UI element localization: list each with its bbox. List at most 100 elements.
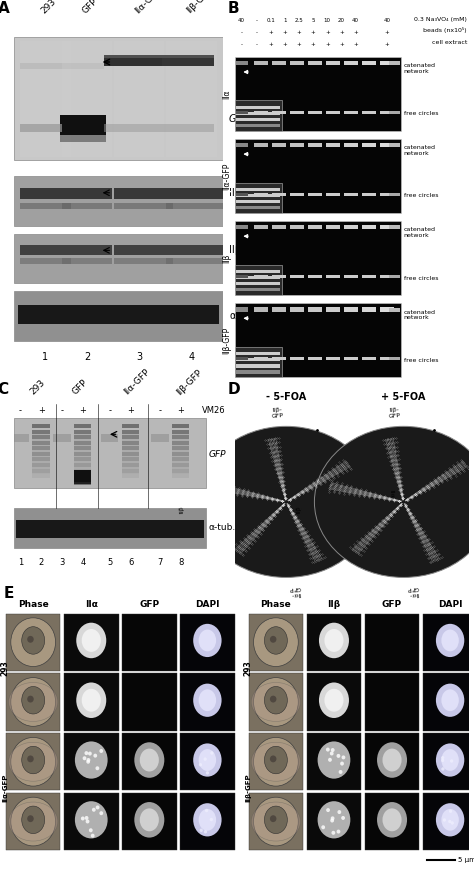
Text: +: +: [283, 42, 287, 47]
Bar: [248, 614, 303, 671]
Text: 6: 6: [128, 557, 134, 567]
Text: IIα-GFP: IIα-GFP: [222, 162, 231, 189]
Ellipse shape: [321, 825, 325, 829]
Bar: [254, 275, 268, 278]
Bar: [32, 452, 50, 456]
Text: 40: 40: [352, 18, 359, 24]
Bar: [248, 733, 303, 790]
Ellipse shape: [193, 744, 221, 777]
Bar: [101, 434, 118, 442]
Bar: [272, 225, 286, 229]
Ellipse shape: [270, 696, 276, 703]
Circle shape: [314, 426, 474, 577]
Ellipse shape: [11, 797, 55, 846]
Ellipse shape: [27, 815, 34, 822]
Text: -: -: [241, 42, 243, 47]
Bar: [20, 244, 71, 255]
Bar: [236, 364, 281, 367]
Ellipse shape: [254, 678, 298, 726]
Bar: [14, 291, 223, 341]
Text: free circles: free circles: [403, 112, 438, 116]
Ellipse shape: [330, 819, 334, 822]
Bar: [73, 430, 91, 434]
Bar: [122, 474, 139, 478]
Ellipse shape: [22, 686, 45, 714]
Text: -: -: [256, 18, 258, 24]
Text: 293: 293: [39, 0, 58, 15]
Bar: [20, 42, 71, 157]
Ellipse shape: [324, 689, 344, 712]
Ellipse shape: [9, 683, 58, 721]
Bar: [236, 225, 247, 229]
Text: +: +: [80, 406, 86, 415]
Text: 293: 293: [29, 378, 47, 397]
Ellipse shape: [328, 758, 332, 762]
Text: -: -: [256, 31, 258, 35]
Ellipse shape: [341, 816, 345, 820]
Bar: [32, 434, 50, 474]
Bar: [308, 275, 322, 278]
Ellipse shape: [443, 818, 446, 821]
Bar: [73, 482, 91, 485]
Ellipse shape: [88, 752, 92, 755]
Bar: [362, 111, 376, 114]
Bar: [380, 307, 394, 311]
Bar: [362, 225, 376, 229]
Bar: [73, 468, 91, 473]
Ellipse shape: [11, 678, 55, 726]
Bar: [122, 673, 177, 731]
Text: -: -: [159, 406, 162, 415]
Text: 3: 3: [137, 352, 142, 363]
Ellipse shape: [441, 756, 444, 760]
Bar: [290, 225, 304, 229]
Text: IIβ-GFP: IIβ-GFP: [185, 0, 214, 15]
Ellipse shape: [270, 755, 276, 762]
Bar: [362, 61, 376, 65]
Text: 40: 40: [383, 18, 391, 24]
Bar: [172, 474, 190, 478]
Bar: [32, 458, 50, 461]
Bar: [290, 275, 304, 278]
Bar: [172, 434, 190, 474]
Bar: [60, 115, 106, 135]
Bar: [73, 452, 91, 456]
Bar: [380, 111, 394, 114]
Text: 293: 293: [0, 660, 9, 676]
Text: A: A: [0, 2, 9, 17]
Text: 10: 10: [324, 18, 331, 24]
Bar: [20, 63, 62, 70]
Ellipse shape: [319, 683, 349, 718]
Bar: [236, 307, 247, 311]
Bar: [104, 58, 162, 66]
Bar: [6, 673, 61, 731]
Bar: [62, 63, 104, 70]
Ellipse shape: [436, 744, 465, 777]
Bar: [272, 143, 286, 147]
Bar: [365, 673, 419, 731]
Bar: [344, 307, 358, 311]
Text: IIα: IIα: [389, 490, 394, 498]
Text: IIα: IIα: [229, 187, 241, 198]
Text: 5: 5: [108, 557, 113, 567]
Ellipse shape: [199, 690, 216, 712]
Bar: [122, 425, 139, 428]
Ellipse shape: [85, 816, 89, 820]
Text: -: -: [256, 42, 258, 47]
Bar: [6, 793, 61, 850]
Text: IIα-GFP: IIα-GFP: [2, 773, 8, 802]
Bar: [162, 124, 214, 132]
Text: 40: 40: [238, 18, 245, 24]
Bar: [344, 61, 358, 65]
Ellipse shape: [337, 829, 340, 834]
Bar: [172, 463, 190, 467]
Text: +: +: [178, 406, 184, 415]
Bar: [20, 258, 71, 263]
Text: DAPI: DAPI: [438, 600, 462, 609]
Text: IIβ-
GFP: IIβ- GFP: [271, 407, 283, 419]
Bar: [326, 307, 340, 311]
Bar: [172, 425, 190, 428]
Bar: [62, 258, 112, 263]
Text: 4: 4: [189, 352, 194, 363]
Ellipse shape: [193, 803, 221, 836]
Text: 7: 7: [157, 557, 163, 567]
